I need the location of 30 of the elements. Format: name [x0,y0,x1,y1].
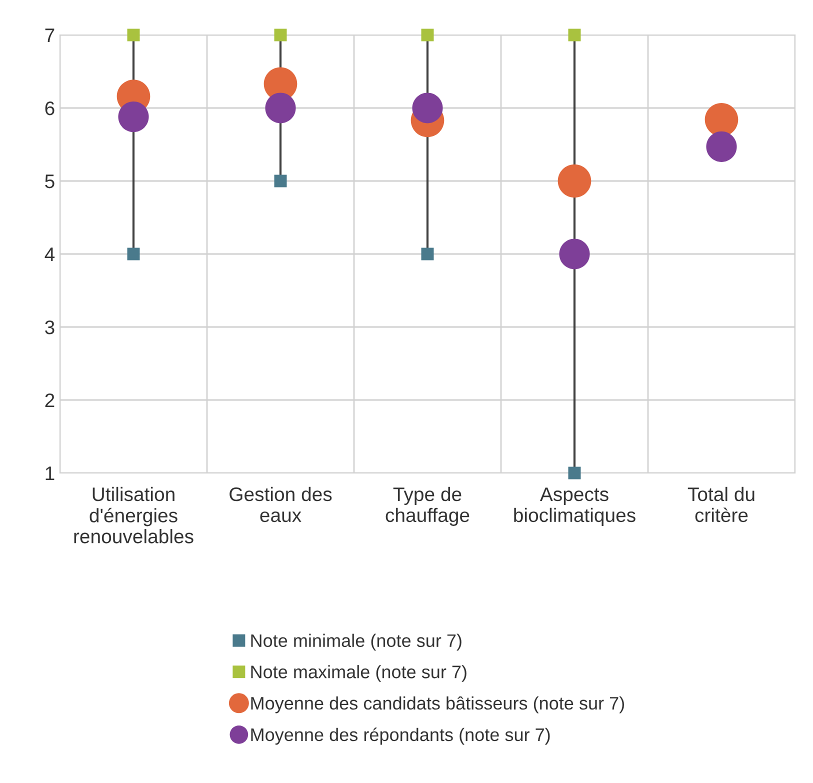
x-tick-label: Aspects bioclimatiques [514,488,636,526]
point [127,28,140,42]
x-tick-label: Utilisation d'énergies renouvelables [74,486,194,544]
legend-label: Moyenne des répondants (note sur 7) [251,728,550,745]
x-tick-label: Gestion des eaux [230,486,332,522]
point [559,238,590,270]
point [274,174,287,188]
legend-label: Note maximale (note sur 7) [251,665,466,682]
point [127,248,140,260]
x-tick-label: Total du critère [688,486,754,522]
y-tick-label: 3 [45,320,54,334]
point [421,28,434,42]
y-tick-label: 1 [46,466,54,480]
point [265,92,296,124]
point [568,28,581,42]
y-tick-label: 2 [45,393,54,408]
x-tick-label: Type de chauffage [386,486,470,526]
legend-label: Note minimale (note sur 7) [251,634,462,651]
y-tick-label: 7 [45,28,54,42]
point [118,101,149,132]
point [412,92,443,124]
point [421,248,434,260]
y-tick-label: 6 [45,101,54,116]
legend-label: Moyenne des candidats bâtisseurs (note sur 7) [251,696,624,714]
point [274,28,287,42]
y-tick-label: 4 [44,248,55,262]
point [706,131,737,162]
point [568,466,581,480]
point [558,164,592,198]
y-tick-label: 5 [45,174,54,188]
